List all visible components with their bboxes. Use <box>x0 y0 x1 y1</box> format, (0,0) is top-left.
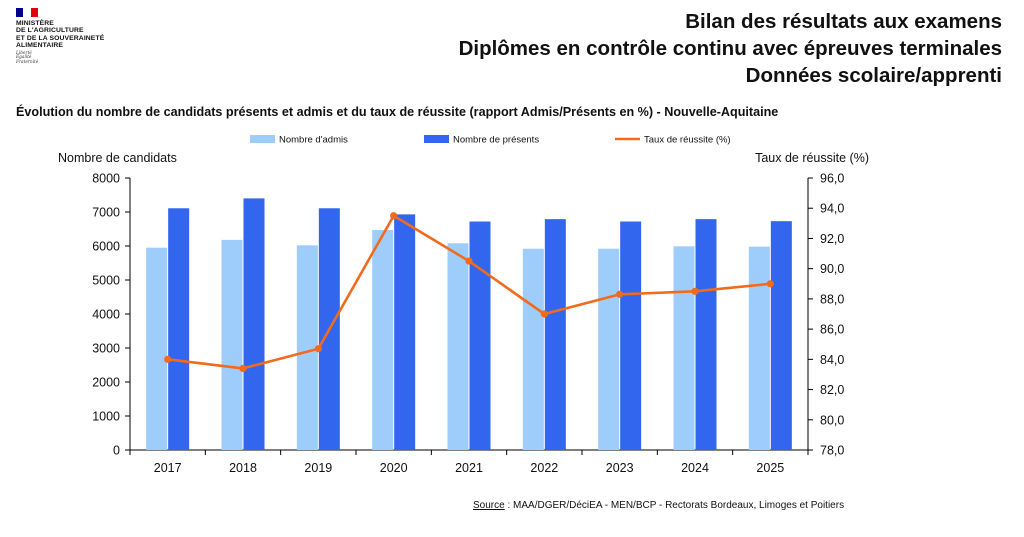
bar-presents <box>243 198 265 450</box>
right-axis-tick-label: 96,0 <box>820 172 844 186</box>
taux-point <box>691 287 699 295</box>
right-axis-tick-label: 84,0 <box>820 353 844 367</box>
ministry-name-line: ET DE LA SOUVERAINETÉ <box>16 34 105 42</box>
taux-point <box>465 257 473 265</box>
left-axis-tick-label: 7000 <box>92 206 120 220</box>
legend-swatch <box>250 135 275 143</box>
legend-swatch <box>424 135 449 143</box>
left-axis-title: Nombre de candidats <box>58 151 177 165</box>
x-axis-tick-label: 2018 <box>229 461 257 475</box>
legend-label: Nombre d'admis <box>279 135 348 146</box>
right-axis-tick-label: 94,0 <box>820 202 844 216</box>
bar-admis <box>372 230 394 450</box>
ministry-name-line: MINISTÈRE <box>16 20 54 27</box>
x-axis-tick-label: 2017 <box>154 461 182 475</box>
x-axis-tick-label: 2019 <box>304 461 332 475</box>
bar-admis <box>673 246 695 450</box>
republic-motto: Liberté Égalité Fraternité <box>16 50 146 66</box>
right-axis-tick-label: 78,0 <box>820 444 844 458</box>
right-axis-tick-label: 86,0 <box>820 323 844 337</box>
header-subtitle: Diplômes en contrôle continu avec épreuv… <box>458 37 1002 60</box>
header-title: Bilan des résultats aux examens <box>685 10 1002 33</box>
ministry-name-line: ALIMENTAIRE <box>16 42 64 50</box>
bar-presents <box>168 208 190 450</box>
bar-admis <box>296 245 318 450</box>
taux-point <box>239 364 247 372</box>
right-axis-title: Taux de réussite (%) <box>755 151 869 165</box>
motto-line: Égalité <box>16 55 32 61</box>
right-axis-tick-label: 90,0 <box>820 262 844 276</box>
bar-presents <box>695 219 717 450</box>
source-note: Source : MAA/DGER/DéciEA - MEN/BCP - Rec… <box>473 500 844 511</box>
bar-admis <box>146 247 168 450</box>
motto-line: Fraternité <box>16 60 39 66</box>
taux-point <box>164 355 172 363</box>
x-axis-tick-label: 2025 <box>756 461 784 475</box>
right-axis-tick-label: 82,0 <box>820 383 844 397</box>
bar-presents <box>544 219 566 450</box>
x-axis-tick-label: 2024 <box>681 461 709 475</box>
right-axis-tick-label: 80,0 <box>820 413 844 427</box>
ministry-name-line: DE L'AGRICULTURE <box>16 27 84 35</box>
taux-point <box>766 280 774 288</box>
left-axis-tick-label: 6000 <box>92 240 120 254</box>
bar-admis <box>221 239 243 450</box>
motto-line: Liberté <box>16 50 32 56</box>
bar-presents <box>469 221 491 450</box>
french-flag-icon <box>16 8 38 17</box>
left-axis-tick-label: 1000 <box>92 410 120 424</box>
left-axis-tick-label: 3000 <box>92 342 120 356</box>
left-axis-tick-label: 5000 <box>92 274 120 288</box>
bar-admis <box>748 246 770 450</box>
taux-point <box>314 345 322 353</box>
legend-label: Taux de réussite (%) <box>644 135 731 146</box>
source-text: : MAA/DGER/DéciEA - MEN/BCP - Rectorats … <box>504 500 845 511</box>
ministry-logo: MINISTÈRE DE L'AGRICULTURE ET DE LA SOUV… <box>16 8 146 66</box>
bar-presents <box>620 221 642 450</box>
x-axis-tick-label: 2023 <box>606 461 634 475</box>
taux-point <box>390 212 398 220</box>
legend-label: Nombre de présents <box>453 135 539 146</box>
left-axis-tick-label: 2000 <box>92 376 120 390</box>
x-axis-tick-label: 2020 <box>380 461 408 475</box>
bar-admis <box>522 248 544 450</box>
taux-point <box>616 290 624 298</box>
right-axis-tick-label: 88,0 <box>820 292 844 306</box>
left-axis-tick-label: 0 <box>113 444 120 458</box>
left-axis-tick-label: 8000 <box>92 172 120 186</box>
source-label: Source <box>473 500 505 511</box>
left-axis-tick-label: 4000 <box>92 308 120 322</box>
x-axis-tick-label: 2021 <box>455 461 483 475</box>
taux-point <box>540 310 548 318</box>
x-axis-tick-label: 2022 <box>530 461 558 475</box>
bar-admis <box>447 243 469 450</box>
bar-admis <box>598 248 620 450</box>
header-subtitle-2: Données scolaire/apprenti <box>745 64 1002 87</box>
page-header: Bilan des résultats aux examens Diplômes… <box>459 8 1002 89</box>
bar-presents <box>770 221 792 450</box>
bar-presents <box>394 214 416 450</box>
chart-title: Évolution du nombre de candidats présent… <box>16 105 779 119</box>
right-axis-tick-label: 92,0 <box>820 232 844 246</box>
